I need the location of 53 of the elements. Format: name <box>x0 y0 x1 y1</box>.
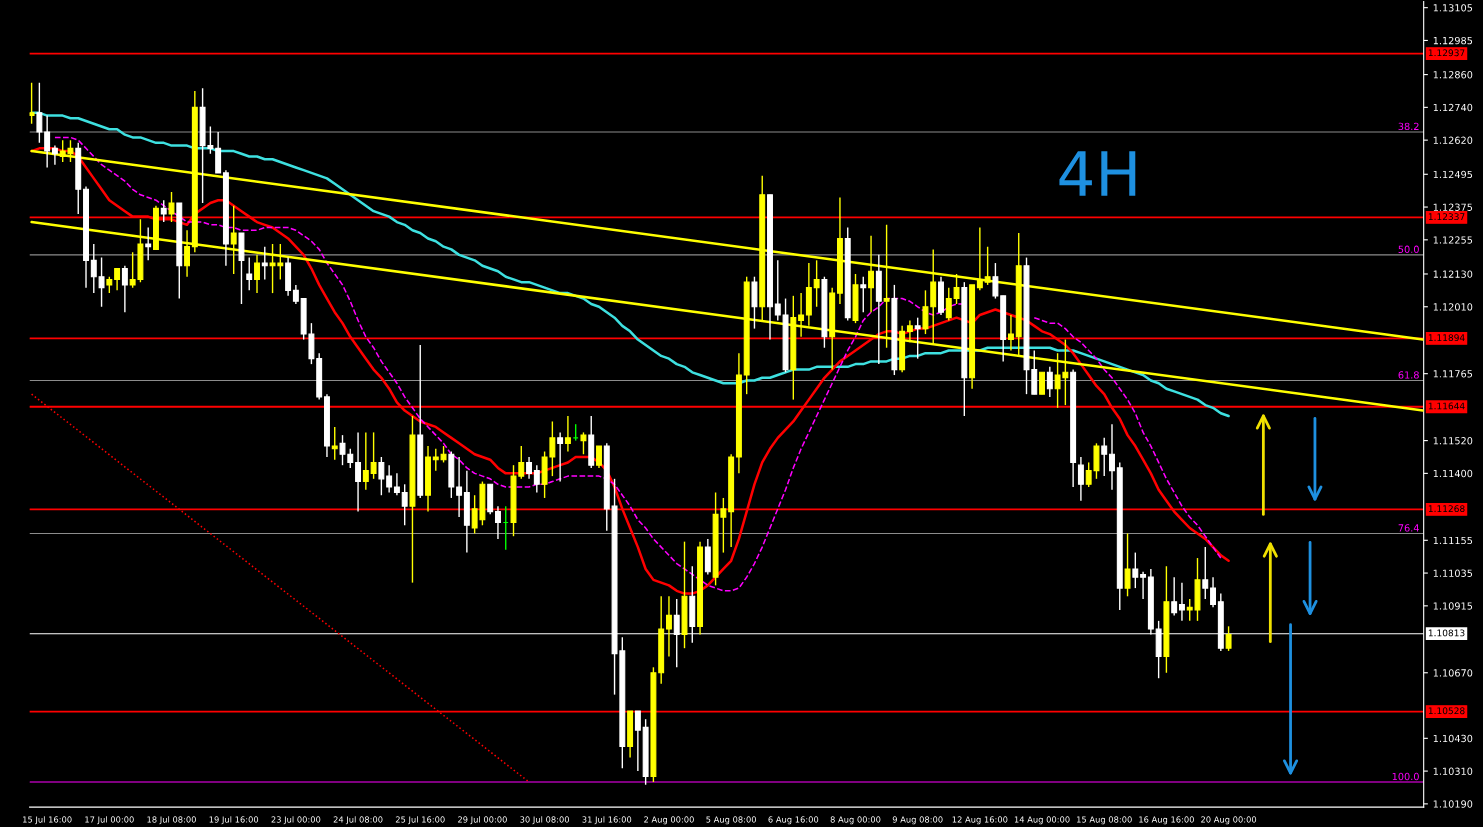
y-tick-label: 1.12255 <box>1433 236 1473 244</box>
x-tick-label: 8 Aug 00:00 <box>830 816 881 825</box>
y-tick-label: 1.13105 <box>1433 4 1473 12</box>
y-tick-label: 1.12740 <box>1433 103 1473 112</box>
x-tick-label: 20 Aug 00:00 <box>1201 816 1257 825</box>
annotation: 61.8 <box>1398 371 1419 379</box>
x-tick-label: 29 Jul 00:00 <box>458 816 507 825</box>
x-tick-label: 9 Aug 08:00 <box>892 816 943 825</box>
y-tick-label: 1.11155 <box>1433 536 1473 545</box>
x-tick-label: 14 Aug 00:00 <box>1014 816 1070 825</box>
y-tick-label: 1.11400 <box>1433 469 1473 478</box>
y-tick-label: 1.10915 <box>1433 602 1473 610</box>
x-tick-label: 23 Jul 00:00 <box>271 816 321 825</box>
y-tick-label: 1.10430 <box>1433 734 1473 743</box>
x-tick-label: 12 Aug 16:00 <box>952 816 1008 825</box>
annotation: 76.4 <box>1398 524 1419 532</box>
x-tick-label: 6 Aug 16:00 <box>768 816 819 825</box>
y-tick-label: 1.11035 <box>1433 569 1473 577</box>
ref-line-label: 1.12937 <box>1428 49 1465 57</box>
x-tick-label: 17 Jul 00:00 <box>85 816 134 825</box>
x-tick-label: 5 Aug 08:00 <box>706 816 757 825</box>
ref-line-label: 1.11894 <box>1428 334 1465 342</box>
annotation: 4H <box>1059 151 1136 196</box>
ref-line-label: 1.11268 <box>1428 505 1465 513</box>
ref-line-label: 1.10813 <box>1428 629 1465 637</box>
y-tick-label: 1.12130 <box>1433 270 1473 278</box>
x-tick-label: 2 Aug 00:00 <box>644 816 694 825</box>
x-tick-label: 15 Aug 08:00 <box>1077 816 1132 825</box>
y-tick-label: 1.11765 <box>1433 370 1473 378</box>
y-tick-label: 1.10190 <box>1433 800 1473 808</box>
y-tick-label: 1.10310 <box>1433 767 1473 775</box>
y-tick-label: 1.11520 <box>1433 437 1473 445</box>
y-tick-label: 1.12620 <box>1433 136 1473 144</box>
annotation: 38.2 <box>1398 122 1419 131</box>
x-tick-label: 19 Jul 16:00 <box>209 816 259 825</box>
y-tick-label: 1.12010 <box>1433 303 1473 311</box>
annotation: 100.0 <box>1392 772 1419 781</box>
y-tick-label: 1.12985 <box>1433 36 1473 45</box>
ref-line-label: 1.10528 <box>1428 707 1465 715</box>
x-tick-label: 25 Jul 16:00 <box>395 816 445 825</box>
x-tick-label: 15 Jul 16:00 <box>23 816 72 825</box>
y-tick-label: 1.12495 <box>1433 170 1473 179</box>
x-tick-label: 16 Aug 16:00 <box>1139 816 1194 825</box>
y-tick-label: 1.12375 <box>1433 203 1473 211</box>
x-tick-label: 18 Jul 08:00 <box>147 816 196 825</box>
x-tick-label: 31 Jul 16:00 <box>582 816 632 825</box>
annotation: 50.0 <box>1398 245 1419 253</box>
x-tick-label: 24 Jul 08:00 <box>333 816 383 825</box>
x-tick-label: 30 Jul 08:00 <box>520 816 570 825</box>
y-tick-label: 1.12860 <box>1433 71 1473 79</box>
ref-line-label: 1.12337 <box>1428 213 1465 221</box>
y-tick-label: 1.10670 <box>1433 669 1473 677</box>
ref-line-label: 1.11644 <box>1428 402 1465 410</box>
